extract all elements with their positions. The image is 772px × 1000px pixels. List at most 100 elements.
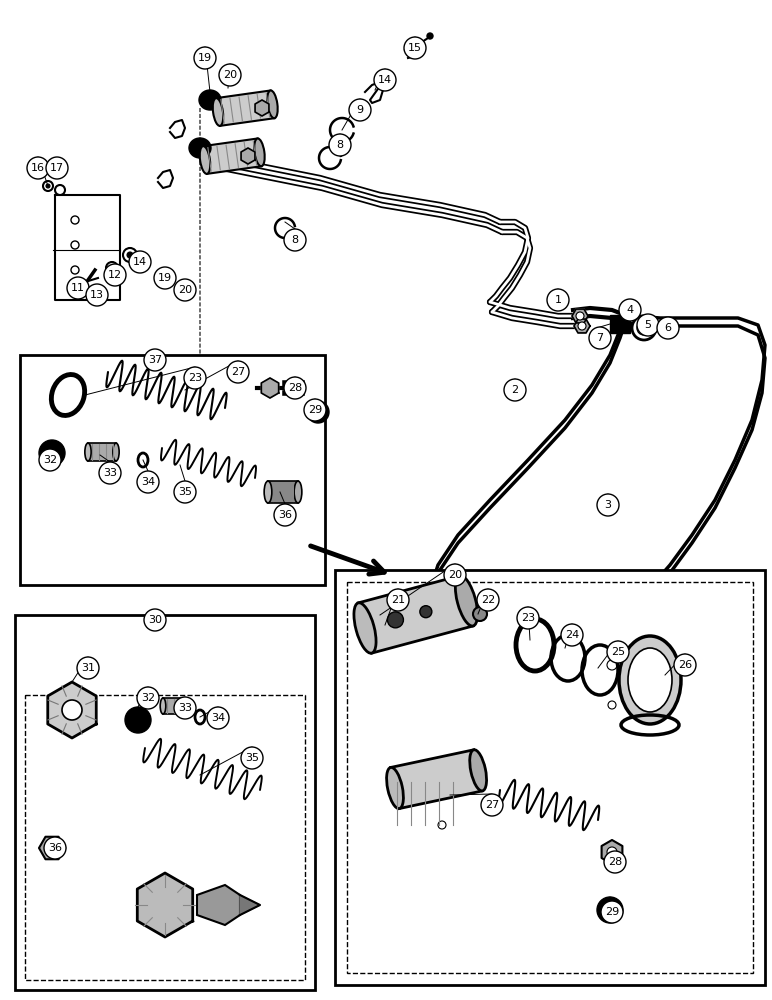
Circle shape xyxy=(307,401,329,423)
Ellipse shape xyxy=(264,481,272,503)
Circle shape xyxy=(184,367,206,389)
Circle shape xyxy=(46,842,58,854)
Text: 19: 19 xyxy=(198,53,212,63)
Circle shape xyxy=(104,264,126,286)
Polygon shape xyxy=(358,576,473,653)
Text: 32: 32 xyxy=(141,693,155,703)
Text: 36: 36 xyxy=(48,843,62,853)
Ellipse shape xyxy=(199,90,221,110)
Circle shape xyxy=(427,33,433,39)
Circle shape xyxy=(46,157,68,179)
Circle shape xyxy=(329,134,351,156)
Text: 17: 17 xyxy=(50,163,64,173)
Circle shape xyxy=(71,266,79,274)
Bar xyxy=(610,315,630,333)
Circle shape xyxy=(608,701,616,709)
Polygon shape xyxy=(216,90,274,126)
Text: 4: 4 xyxy=(626,305,634,315)
Text: 13: 13 xyxy=(90,290,104,300)
Circle shape xyxy=(127,252,133,258)
Circle shape xyxy=(504,379,526,401)
Polygon shape xyxy=(391,750,482,809)
Text: 20: 20 xyxy=(178,285,192,295)
Circle shape xyxy=(547,289,569,311)
Polygon shape xyxy=(163,698,185,714)
Circle shape xyxy=(637,314,659,336)
Polygon shape xyxy=(262,378,279,398)
Polygon shape xyxy=(137,873,193,937)
Text: 14: 14 xyxy=(133,257,147,267)
Circle shape xyxy=(657,317,679,339)
Circle shape xyxy=(125,707,151,733)
Circle shape xyxy=(174,481,196,503)
Polygon shape xyxy=(255,100,269,116)
Text: 23: 23 xyxy=(521,613,535,623)
Ellipse shape xyxy=(619,636,681,724)
Polygon shape xyxy=(434,773,454,791)
Ellipse shape xyxy=(200,146,210,174)
Circle shape xyxy=(194,47,216,69)
Ellipse shape xyxy=(182,698,188,714)
Polygon shape xyxy=(197,885,240,925)
Bar xyxy=(335,570,765,985)
Circle shape xyxy=(227,361,249,383)
Polygon shape xyxy=(203,138,262,174)
Text: 28: 28 xyxy=(288,383,302,393)
Circle shape xyxy=(123,248,137,262)
Circle shape xyxy=(444,564,466,586)
Circle shape xyxy=(481,794,503,816)
Text: 35: 35 xyxy=(245,753,259,763)
Text: 29: 29 xyxy=(605,907,619,917)
Circle shape xyxy=(632,316,656,340)
Text: 22: 22 xyxy=(481,595,495,605)
Circle shape xyxy=(439,777,449,787)
Circle shape xyxy=(597,494,619,516)
Circle shape xyxy=(674,654,696,676)
Bar xyxy=(20,355,325,585)
Ellipse shape xyxy=(161,698,166,714)
Circle shape xyxy=(43,181,53,191)
Circle shape xyxy=(44,837,66,859)
Polygon shape xyxy=(601,840,622,864)
Circle shape xyxy=(404,37,426,59)
Circle shape xyxy=(174,697,196,719)
Circle shape xyxy=(219,64,241,86)
Text: 20: 20 xyxy=(448,570,462,580)
Text: 9: 9 xyxy=(357,105,364,115)
Polygon shape xyxy=(602,656,622,674)
Circle shape xyxy=(291,381,305,395)
Text: 34: 34 xyxy=(211,713,225,723)
Text: 27: 27 xyxy=(231,367,245,377)
Circle shape xyxy=(39,449,61,471)
Circle shape xyxy=(517,607,539,629)
Circle shape xyxy=(274,504,296,526)
Circle shape xyxy=(473,607,487,621)
Polygon shape xyxy=(240,895,260,915)
Text: 7: 7 xyxy=(597,333,604,343)
Circle shape xyxy=(304,399,326,421)
Text: 24: 24 xyxy=(565,630,579,640)
Circle shape xyxy=(71,286,79,294)
Circle shape xyxy=(27,157,49,179)
Circle shape xyxy=(597,897,623,923)
Text: 36: 36 xyxy=(278,510,292,520)
Text: 31: 31 xyxy=(81,663,95,673)
Text: 33: 33 xyxy=(103,468,117,478)
Ellipse shape xyxy=(469,750,486,791)
Circle shape xyxy=(71,216,79,224)
Text: 21: 21 xyxy=(391,595,405,605)
Ellipse shape xyxy=(267,90,278,118)
Text: 14: 14 xyxy=(378,75,392,85)
Circle shape xyxy=(67,277,89,299)
Circle shape xyxy=(46,184,50,188)
Circle shape xyxy=(207,707,229,729)
Ellipse shape xyxy=(113,443,119,461)
Ellipse shape xyxy=(628,648,672,712)
Circle shape xyxy=(71,241,79,249)
Circle shape xyxy=(62,700,82,720)
Circle shape xyxy=(99,462,121,484)
Text: 12: 12 xyxy=(108,270,122,280)
Circle shape xyxy=(619,299,641,321)
Circle shape xyxy=(349,99,371,121)
Circle shape xyxy=(607,660,617,670)
